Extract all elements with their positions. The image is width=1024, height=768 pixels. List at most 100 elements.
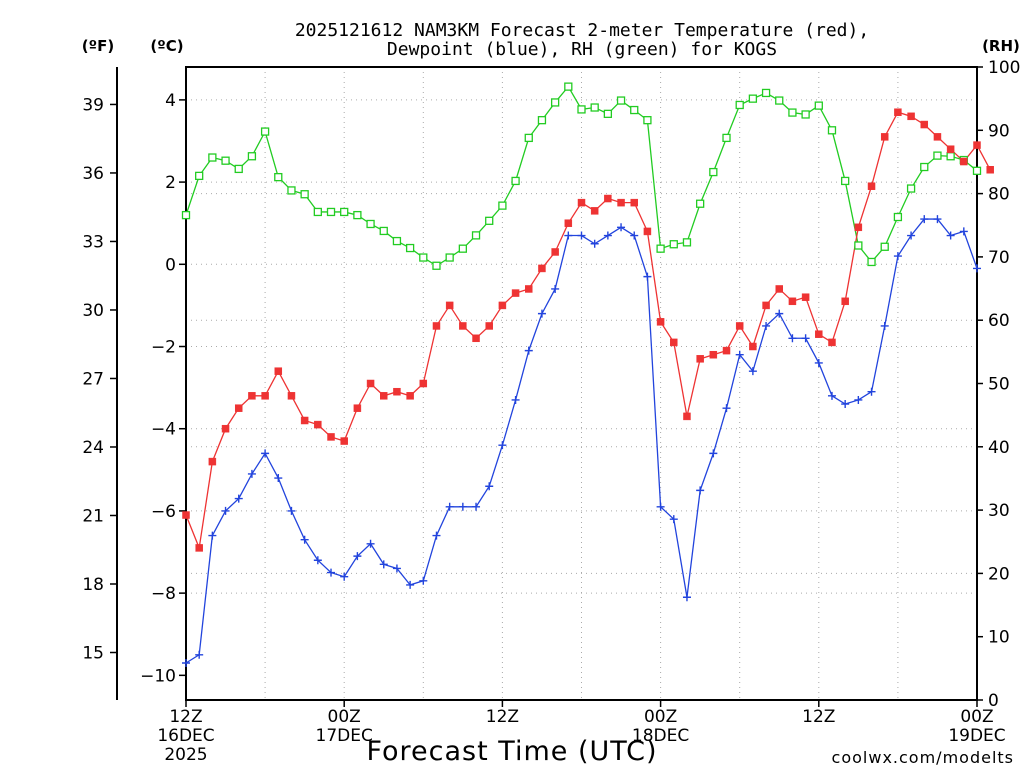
temperature-point [208, 457, 217, 466]
temperature-point [946, 145, 955, 153]
x-tick-label: 12Z [802, 707, 835, 727]
fahrenheit-tick-label: 21 [82, 506, 104, 526]
temperature-point [841, 297, 849, 306]
rh-point [577, 105, 586, 114]
rh-point [682, 238, 692, 247]
dewpoint-point [696, 486, 705, 495]
rh-tick-label: 80 [988, 185, 1010, 205]
rh-point [247, 152, 257, 161]
rh-point [221, 156, 230, 165]
temperature-point [234, 404, 243, 412]
fahrenheit-tick-label: 18 [82, 575, 104, 595]
rh-point [326, 207, 336, 217]
temperature-point [485, 322, 493, 330]
dewpoint-point [379, 560, 388, 569]
dewpoint-point [907, 231, 916, 240]
dewpoint-point [643, 272, 652, 281]
rh-tick-label: 10 [988, 628, 1010, 648]
dewpoint-point [182, 659, 190, 668]
dewpoint-point [247, 469, 256, 478]
temperature-point [854, 223, 863, 232]
data-series [181, 82, 994, 668]
dewpoint-point [735, 350, 744, 359]
dewpoint-point [353, 552, 362, 561]
fahrenheit-tick-label: 30 [82, 301, 104, 321]
rh-point [405, 243, 415, 253]
celsius-tick-label: 2 [165, 173, 176, 193]
temperature-point [274, 367, 283, 375]
dewpoint-point [920, 215, 929, 224]
dewpoint-point [590, 239, 599, 248]
temperature-point [894, 108, 902, 116]
x-tick-label: 12Z [486, 707, 519, 727]
fahrenheit-tick-label: 24 [82, 438, 104, 458]
x-tick-label: 00Z [644, 707, 677, 727]
temperature-point [221, 424, 230, 433]
axes [110, 66, 983, 707]
dewpoint-point [551, 284, 560, 293]
temperature-point [248, 392, 256, 400]
dewpoint-point [801, 334, 810, 343]
rh-point [353, 210, 362, 220]
rh-point [722, 133, 731, 143]
dewpoint-point [788, 334, 797, 343]
grid-lines [186, 67, 977, 700]
rh-tick-label: 0 [988, 691, 999, 711]
fahrenheit-tick-label: 33 [82, 232, 104, 252]
temperature-point [920, 120, 929, 129]
x-tick-date: 16DEC [157, 726, 214, 746]
dewpoint-point [537, 309, 546, 318]
rh-point [696, 199, 705, 208]
temperature-point [366, 379, 375, 388]
rh-point [748, 94, 758, 103]
temperature-point [696, 355, 704, 363]
celsius-tick-label: −2 [151, 338, 176, 358]
rh-tick-label: 20 [988, 564, 1010, 584]
rh-point [471, 231, 481, 240]
rh-tick-label: 60 [988, 311, 1010, 331]
dewpoint-point [313, 556, 322, 565]
temperature-point [459, 322, 467, 330]
dewpoint-point [775, 309, 784, 318]
celsius-tick-label: −4 [151, 420, 176, 440]
rh-point [366, 219, 375, 229]
x-tick-label: 12Z [169, 707, 202, 727]
rh-point [616, 96, 626, 105]
temperature-point [828, 338, 836, 347]
dewpoint-point [973, 264, 981, 273]
dewpoint-point [366, 539, 375, 548]
rh-point [814, 101, 823, 110]
x-tick-year: 2025 [164, 745, 207, 765]
rh-point [287, 186, 296, 195]
temperature-point [617, 198, 625, 207]
temperature-point [735, 322, 744, 330]
temperature-point [960, 157, 968, 166]
dewpoint-point [748, 367, 757, 376]
credit-link[interactable]: coolwx.com/modelts [832, 748, 1014, 767]
rh-point [458, 244, 468, 253]
dewpoint-point [419, 576, 428, 585]
x-tick-label: 00Z [960, 707, 993, 727]
celsius-tick-label: −10 [140, 666, 176, 686]
celsius-tick-label: 4 [165, 91, 176, 111]
dewpoint-point [709, 449, 718, 458]
dewpoint-point [564, 231, 573, 240]
rh-point [775, 96, 784, 105]
temperature-point [709, 350, 718, 359]
x-tick-date: 18DEC [632, 726, 689, 746]
temperature-point [182, 511, 190, 519]
temperature-point [195, 544, 203, 552]
temperature-point [340, 437, 348, 445]
dewpoint-point [300, 535, 309, 544]
rh-point [260, 127, 270, 136]
dewpoint-point [327, 568, 336, 577]
dewpoint-point [221, 506, 230, 515]
dewpoint-point [867, 387, 876, 396]
temperature-point [907, 112, 915, 121]
fahrenheit-tick-label: 15 [82, 644, 104, 664]
temperature-point [801, 293, 810, 301]
temperature-point [511, 289, 520, 297]
rh-tick-label: 100 [988, 58, 1020, 78]
temperature-point [670, 338, 678, 347]
temperature-point [590, 207, 599, 215]
